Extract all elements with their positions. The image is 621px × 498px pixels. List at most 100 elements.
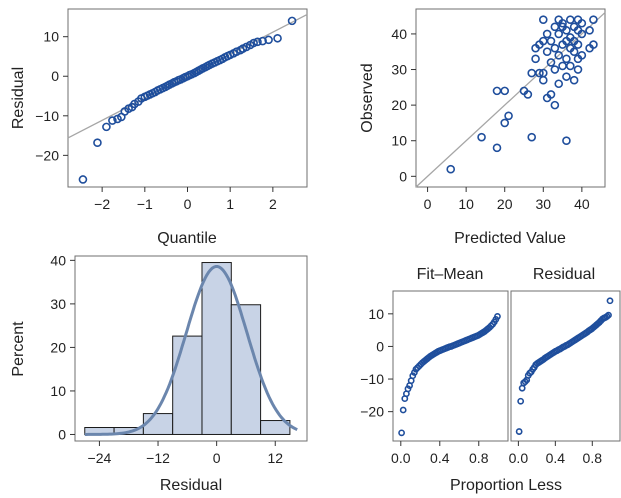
obs-pred-x-tick-label: 0 xyxy=(424,196,432,212)
obs-pred-point xyxy=(562,54,571,64)
histogram-x-tick-label: −12 xyxy=(146,450,170,466)
qq-point xyxy=(102,122,111,132)
obs-pred-point xyxy=(531,54,540,64)
qq-point xyxy=(258,36,267,46)
qq-panel: −2 −1 0 1 2 −20 −10 0 10 Quantile Residual xyxy=(10,8,308,247)
histogram-x-tick-label: 12 xyxy=(267,450,283,466)
obs-pred-point xyxy=(562,136,571,146)
obs-pred-point xyxy=(577,18,587,28)
rf-y-tick-label: 0 xyxy=(376,338,384,354)
obs-pred-point xyxy=(554,50,564,60)
residual-spread-title: Residual xyxy=(533,266,595,283)
rf-y-tick-label: −20 xyxy=(360,404,384,420)
obs-pred-point xyxy=(577,29,587,39)
obs-pred-point xyxy=(500,86,510,96)
qq-point xyxy=(287,16,297,26)
qq-y-tick-label: 10 xyxy=(43,29,59,45)
rf-panel: Fit–Mean Residual 0.0 0.4 0.8 0.0 0.4 0.8 −2… xyxy=(360,266,621,494)
obs-pred-point xyxy=(589,15,598,24)
qq-plot-frame xyxy=(67,8,308,188)
obs-pred-point xyxy=(504,111,513,121)
qq-point xyxy=(93,138,102,147)
obs-pred-y-tick-label: 20 xyxy=(391,97,407,113)
fit-mean-title: Fit–Mean xyxy=(417,266,484,283)
residual-spread-point xyxy=(606,297,614,305)
obs-pred-y-tick-label: 0 xyxy=(399,168,407,184)
obs-pred-point xyxy=(527,132,537,142)
qq-point xyxy=(78,175,88,184)
obs-pred-point xyxy=(573,65,583,74)
histogram-x-axis: −24 −12 0 12 xyxy=(88,441,283,466)
obs-pred-point xyxy=(562,72,571,81)
histogram-bar xyxy=(142,413,174,435)
obs-pred-x-tick-label: 40 xyxy=(574,196,590,212)
fit-mean-x-tick-label: 0.8 xyxy=(469,450,489,466)
obs-pred-y-tick-label: 10 xyxy=(391,133,407,149)
obs-pred-point xyxy=(565,61,575,71)
obs-pred-y-tick-label: 40 xyxy=(391,26,407,42)
rf-y-tick-label: 10 xyxy=(368,306,384,322)
fit-mean-point xyxy=(398,429,405,437)
obs-pred-point xyxy=(569,75,579,85)
obs-pred-x-axis: 0 10 20 30 40 xyxy=(424,187,590,212)
qq-y-tick-label: 0 xyxy=(51,68,59,84)
fit-mean-x-tick-label: 0.4 xyxy=(430,450,450,466)
qq-point xyxy=(253,37,262,47)
qq-reference-line xyxy=(67,13,308,139)
histogram-y-tick-label: 10 xyxy=(50,383,66,399)
qq-x-label: Quantile xyxy=(157,230,217,247)
obs-pred-point xyxy=(558,18,567,28)
histogram-y-tick-label: 40 xyxy=(50,252,66,268)
obs-pred-point xyxy=(523,90,533,99)
obs-pred-y-tick-label: 30 xyxy=(391,62,407,78)
obs-pred-point xyxy=(554,29,564,39)
qq-x-axis: −2 −1 0 1 2 xyxy=(94,187,277,212)
obs-pred-point xyxy=(562,26,571,35)
histogram-bar xyxy=(201,262,232,435)
qq-y-tick-label: −20 xyxy=(35,147,59,163)
residual-spread-point xyxy=(515,428,523,435)
rf-y-axis: −20 −10 0 10 xyxy=(360,306,393,420)
histogram-panel: −24 −12 0 12 0 10 20 30 40 Residual Percent xyxy=(10,252,308,494)
obs-pred-point xyxy=(550,65,560,74)
obs-pred-x-tick-label: 20 xyxy=(497,196,513,212)
histogram-bar xyxy=(172,335,203,435)
residual-spread-x-tick-label: 0.4 xyxy=(546,450,566,466)
obs-pred-y-label: Observed xyxy=(359,63,376,132)
fit-mean-point xyxy=(404,385,412,393)
obs-pred-point xyxy=(477,132,486,142)
histogram-x-tick-label: −24 xyxy=(88,450,112,466)
qq-x-tick-label: 1 xyxy=(226,196,234,212)
obs-pred-point xyxy=(577,50,587,60)
histogram-marks xyxy=(84,262,298,436)
residual-spread-x-axis: 0.0 0.4 0.8 xyxy=(509,441,602,466)
fit-mean-x-axis: 0.0 0.4 0.8 xyxy=(391,441,489,466)
obs-pred-point xyxy=(535,68,544,78)
obs-pred-x-tick-label: 10 xyxy=(458,196,474,212)
residual-spread-plot-frame xyxy=(510,290,621,442)
residual-spread-point xyxy=(605,311,612,319)
qq-y-tick-label: −10 xyxy=(35,108,59,124)
obs-pred-point xyxy=(585,26,594,35)
normal-density-curve xyxy=(84,265,298,436)
obs-pred-point xyxy=(542,29,552,39)
fit-mean-point xyxy=(494,313,501,320)
obs-pred-x-label: Predicted Value xyxy=(454,230,566,247)
qq-y-axis: −20 −10 0 10 xyxy=(35,29,68,163)
fit-mean-plot-frame xyxy=(392,290,509,442)
obs-pred-point xyxy=(500,118,510,128)
obs-pred-point xyxy=(446,164,456,174)
histogram-y-label: Percent xyxy=(10,321,27,377)
qq-marks xyxy=(67,13,308,184)
residual-spread-x-tick-label: 0.0 xyxy=(509,450,529,466)
obs-pred-marks xyxy=(415,12,606,188)
obs-pred-panel: 0 10 20 30 40 0 10 20 30 40 Predicted Value Obse… xyxy=(359,8,606,247)
obs-pred-point xyxy=(492,143,502,153)
obs-pred-point xyxy=(573,40,583,49)
histogram-y-tick-label: 20 xyxy=(50,339,66,355)
qq-y-label: Residual xyxy=(10,67,27,129)
qq-point xyxy=(273,33,282,43)
histogram-y-tick-label: 30 xyxy=(50,296,66,312)
fit-mean-point xyxy=(399,406,407,414)
